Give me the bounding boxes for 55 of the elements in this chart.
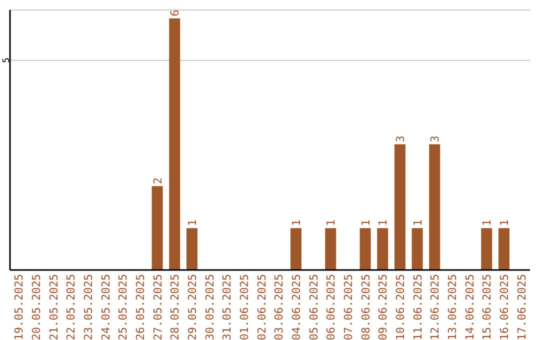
bar (412, 228, 423, 270)
data-label: 1 (411, 219, 424, 226)
x-tick-label: 12.06.2025 (428, 274, 442, 340)
bar (481, 228, 492, 270)
x-tick-label: 21.05.2025 (47, 274, 60, 340)
x-tick-label: 08.06.2025 (359, 274, 372, 340)
bar (360, 228, 371, 270)
bar (169, 18, 180, 270)
x-tick-label: 30.05.2025 (203, 274, 216, 340)
x-tick-label: 20.05.2025 (30, 274, 43, 340)
x-tick-label: 22.05.2025 (64, 274, 78, 340)
x-tick-label: 09.06.2025 (376, 274, 390, 340)
data-label: 2 (151, 178, 164, 184)
data-label: 6 (168, 10, 182, 16)
x-tick-label: 17.06.2025 (515, 274, 528, 340)
x-tick-label: 01.06.2025 (238, 274, 251, 340)
bar (498, 228, 510, 270)
x-tick-label: 26.05.2025 (134, 274, 147, 340)
data-label: 1 (290, 219, 303, 226)
x-tick-label: 05.06.2025 (307, 274, 320, 340)
y-tick-label: 5 (2, 58, 12, 64)
bar (152, 186, 163, 270)
x-tick-label: 15.06.2025 (480, 274, 494, 340)
x-tick-label: 19.05.2025 (12, 274, 26, 340)
x-tick-label: 16.06.2025 (498, 274, 511, 340)
data-label: 1 (359, 219, 372, 226)
x-tick-label: 11.06.2025 (411, 274, 424, 340)
x-tick-label: 29.05.2025 (186, 274, 199, 340)
bar (290, 228, 302, 270)
x-tick-label: 13.06.2025 (446, 274, 459, 340)
x-tick-label: 04.06.2025 (290, 274, 303, 340)
bar (429, 144, 440, 270)
x-tick-label: 24.05.2025 (99, 274, 112, 340)
x-tick-label: 28.05.2025 (168, 274, 182, 340)
bar (394, 144, 406, 270)
x-tick-label: 02.06.2025 (255, 274, 268, 340)
x-tick-label: 27.05.2025 (151, 274, 164, 340)
x-tick-label: 25.05.2025 (116, 274, 130, 340)
data-label: 1 (376, 219, 390, 226)
x-tick-label: 10.06.2025 (394, 274, 407, 340)
data-label: 1 (498, 219, 511, 226)
data-label: 1 (480, 219, 494, 226)
bar (377, 228, 388, 270)
x-tick-label: 03.06.2025 (272, 274, 286, 340)
bar (186, 228, 198, 270)
x-tick-label: 14.06.2025 (463, 274, 476, 340)
data-label: 1 (186, 219, 199, 226)
x-tick-label: 06.06.2025 (324, 274, 338, 340)
data-label: 1 (324, 219, 338, 226)
x-tick-label: 31.05.2025 (220, 274, 234, 340)
x-tick-label: 23.05.2025 (82, 274, 95, 340)
x-tick-label: 07.06.2025 (342, 274, 355, 340)
data-label: 3 (394, 136, 407, 142)
bar (325, 228, 336, 270)
data-label: 3 (428, 136, 442, 142)
